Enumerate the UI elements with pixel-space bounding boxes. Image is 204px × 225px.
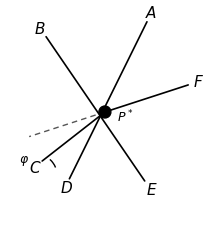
Text: B: B <box>35 22 45 37</box>
Text: E: E <box>147 182 156 197</box>
Text: C: C <box>29 160 40 175</box>
Text: A: A <box>146 6 156 21</box>
Text: $\varphi$: $\varphi$ <box>19 153 29 167</box>
Text: F: F <box>193 75 202 90</box>
Text: $P^*$: $P^*$ <box>117 108 133 125</box>
Circle shape <box>99 107 111 118</box>
Text: D: D <box>61 180 73 195</box>
